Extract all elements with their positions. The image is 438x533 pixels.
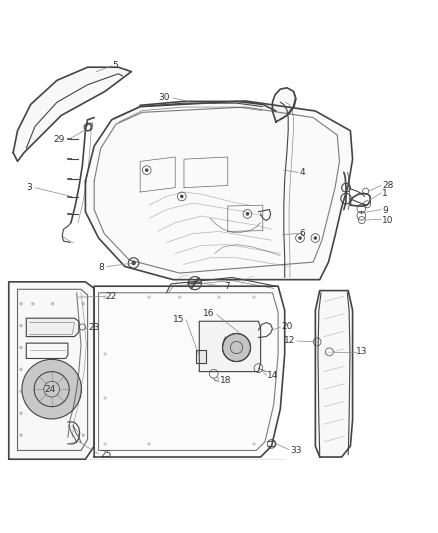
Circle shape — [298, 236, 302, 240]
Text: 18: 18 — [220, 376, 231, 385]
Circle shape — [103, 295, 107, 299]
Polygon shape — [85, 101, 353, 280]
Circle shape — [19, 324, 23, 327]
Circle shape — [19, 346, 23, 349]
Circle shape — [314, 236, 317, 240]
Circle shape — [252, 442, 256, 446]
Polygon shape — [26, 318, 79, 336]
Text: 30: 30 — [159, 93, 170, 102]
Text: 13: 13 — [356, 348, 367, 357]
Text: 3: 3 — [27, 183, 32, 192]
Polygon shape — [9, 282, 94, 459]
Circle shape — [19, 368, 23, 371]
Polygon shape — [272, 88, 296, 122]
Text: 6: 6 — [299, 229, 305, 238]
Text: 24: 24 — [44, 385, 55, 394]
Text: 4: 4 — [300, 168, 305, 177]
Circle shape — [180, 195, 184, 198]
Circle shape — [31, 302, 35, 305]
Text: 23: 23 — [88, 324, 100, 332]
Circle shape — [81, 302, 85, 305]
Text: 20: 20 — [281, 322, 293, 332]
Circle shape — [145, 168, 148, 172]
Circle shape — [178, 295, 181, 299]
Text: 7: 7 — [225, 282, 230, 291]
Circle shape — [19, 433, 23, 437]
Circle shape — [252, 295, 256, 299]
Circle shape — [103, 352, 107, 356]
Text: 10: 10 — [382, 215, 393, 224]
Text: 14: 14 — [267, 372, 279, 381]
Circle shape — [131, 261, 136, 265]
Text: 5: 5 — [113, 61, 118, 70]
Circle shape — [147, 295, 151, 299]
Circle shape — [103, 442, 107, 446]
Text: 1: 1 — [382, 189, 388, 198]
Polygon shape — [94, 286, 285, 457]
Polygon shape — [13, 67, 131, 161]
Circle shape — [246, 212, 249, 216]
Text: 22: 22 — [105, 292, 117, 301]
Text: 9: 9 — [382, 206, 388, 215]
Text: 8: 8 — [99, 263, 104, 272]
Circle shape — [22, 359, 81, 419]
Circle shape — [223, 334, 251, 361]
Circle shape — [81, 433, 85, 437]
Polygon shape — [199, 321, 261, 372]
Circle shape — [19, 390, 23, 393]
Text: 16: 16 — [203, 309, 215, 318]
Text: 15: 15 — [173, 314, 184, 324]
Text: 33: 33 — [290, 446, 301, 455]
Polygon shape — [196, 350, 206, 363]
Circle shape — [19, 411, 23, 415]
Text: 12: 12 — [284, 336, 296, 345]
Text: 28: 28 — [382, 181, 393, 190]
Circle shape — [217, 295, 221, 299]
Text: 29: 29 — [53, 135, 65, 144]
Circle shape — [51, 302, 54, 305]
Text: 25: 25 — [100, 450, 111, 459]
Circle shape — [19, 302, 23, 305]
Polygon shape — [315, 290, 353, 457]
Circle shape — [147, 442, 151, 446]
Circle shape — [103, 396, 107, 400]
